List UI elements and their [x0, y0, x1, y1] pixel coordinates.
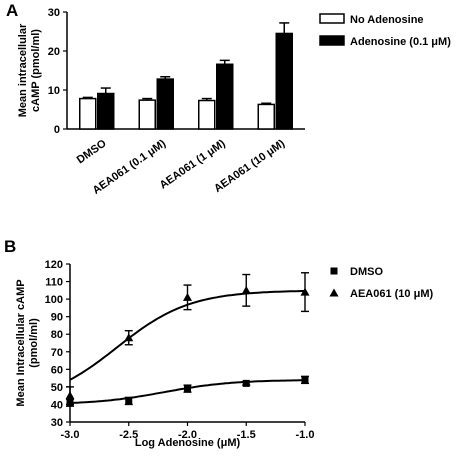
- data-point: [242, 379, 250, 387]
- y-tick-label: 10: [48, 85, 60, 97]
- bar: [198, 99, 216, 130]
- legend-swatch: [319, 13, 345, 24]
- x-tick-label: -2.5: [119, 429, 138, 441]
- x-tick-label: -3.0: [61, 429, 80, 441]
- y-tick-label: 100: [45, 294, 63, 306]
- data-point: [124, 333, 134, 342]
- legend-marker: [329, 288, 339, 297]
- y-tick-label: 110: [45, 277, 63, 289]
- y-tick-label: 20: [48, 46, 60, 58]
- y-tick-label: 120: [45, 259, 63, 271]
- data-point: [65, 391, 75, 400]
- y-tick-label: 50: [51, 382, 63, 394]
- bar: [216, 63, 234, 130]
- bar: [138, 99, 156, 130]
- data-point: [301, 376, 309, 384]
- y-tick-label: 30: [48, 7, 60, 19]
- data-point: [300, 287, 310, 296]
- panel-letter-a: A: [6, 1, 18, 20]
- legend-marker: [330, 267, 338, 275]
- y-axis-title-line: (pmol/ml): [28, 318, 40, 368]
- data-point: [241, 285, 251, 294]
- data-point: [125, 397, 133, 405]
- x-axis-title: Log Adenosine (μM): [135, 437, 241, 449]
- data-point: [183, 292, 192, 301]
- bar: [97, 92, 115, 130]
- panel-b: B 30 40 50 60 70 80 90 100 110 120 -3.0 -2.5 -2.0 -1.5…: [4, 237, 433, 449]
- bar: [156, 78, 174, 130]
- y-axis-title: Mean intracellularcAMP (pmol/ml): [17, 23, 42, 117]
- y-tick-label: 40: [51, 399, 63, 411]
- panel-a: A 0 10 20 30 Mean intracellularcAMP (pmol/ml)…: [6, 1, 451, 197]
- bar: [257, 103, 275, 130]
- x-tick-label: -1.5: [237, 429, 256, 441]
- x-tick-label: -1.0: [296, 429, 315, 441]
- panel-letter-b: B: [4, 237, 16, 256]
- y-tick-label: 70: [51, 347, 63, 359]
- y-tick-label: 0: [54, 124, 60, 136]
- data-point: [184, 385, 191, 393]
- y-axis-title-line: cAMP (pmol/ml): [30, 29, 42, 112]
- legend-label: Adenosine (0.1 μM): [350, 36, 451, 48]
- y-axis-title-line: Mean intracellular: [17, 23, 29, 117]
- legend-label: AEA061 (10 μM): [350, 288, 433, 300]
- bar: [79, 97, 97, 130]
- legend-swatch: [319, 35, 345, 46]
- bar: [275, 32, 293, 130]
- y-axis-title-line: Mean Intracellular cAMP: [15, 279, 27, 406]
- y-tick-label: 30: [51, 417, 63, 429]
- y-tick-label: 60: [51, 364, 63, 376]
- legend-label: No Adenosine: [350, 14, 424, 26]
- y-tick-label: 80: [51, 329, 63, 341]
- x-category-label: DMSO: [75, 137, 109, 166]
- y-axis-title: Mean Intracellular cAMP(pmol/ml): [15, 279, 40, 406]
- legend-label: DMSO: [350, 266, 383, 278]
- y-tick-label: 90: [51, 312, 63, 324]
- x-tick-label: -2.0: [178, 429, 197, 441]
